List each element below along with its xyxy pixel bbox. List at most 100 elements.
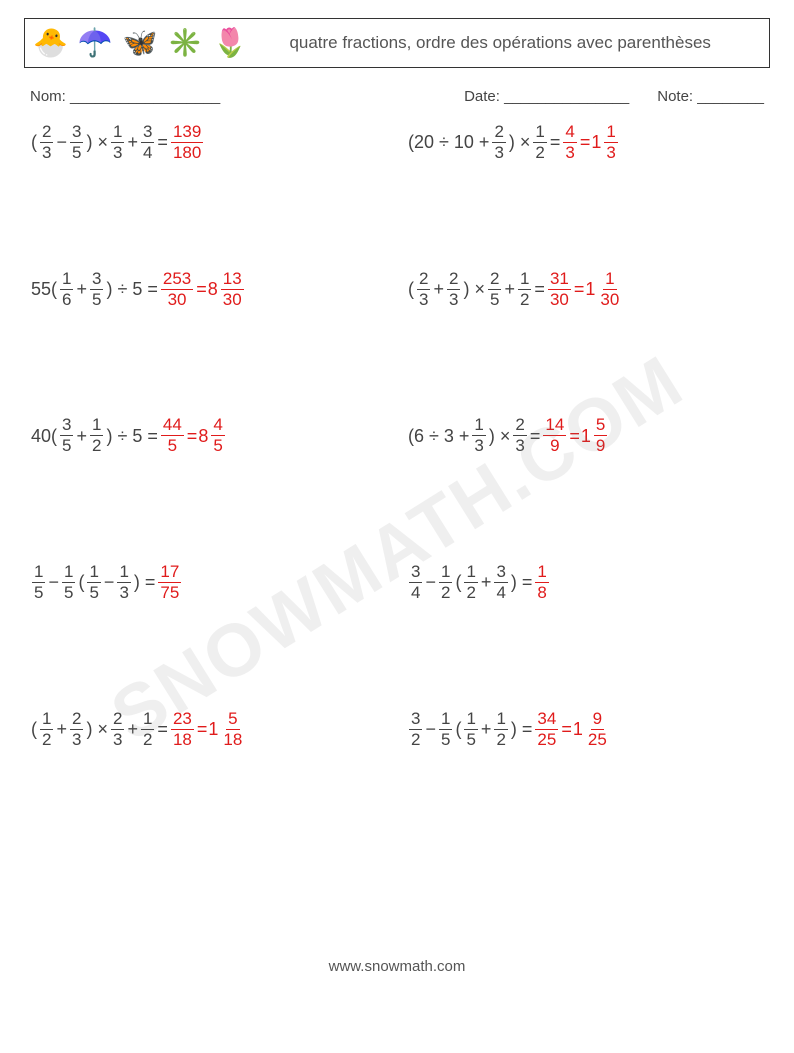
fraction-denominator: 6 [60,290,73,309]
fraction: 35 [88,270,105,309]
text-token: = [195,280,208,298]
flower1-icon: ✳️ [168,29,203,57]
meta-row: Nom: __________________ Date: __________… [30,88,764,105]
fraction: 23 [415,270,432,309]
fraction: 15 [30,563,47,602]
fraction-numerator: 13 [221,270,244,290]
fraction-denominator: 4 [141,143,154,162]
fraction-numerator: 14 [543,416,566,436]
fraction-numerator: 34 [535,710,558,730]
text-token: = [549,133,562,151]
text-token: ) ÷ 5 = [105,280,158,298]
fraction-numerator: 253 [161,270,193,290]
text-token: = [560,720,573,738]
fraction: 13 [109,123,126,162]
note-field: Note: ________ [657,88,764,105]
text-token: + [480,573,493,591]
fraction-numerator: 1 [604,123,617,143]
text-token: ) = [510,573,534,591]
fraction-numerator: 3 [141,123,154,143]
fraction: 3425 [533,710,560,749]
mixed-number: 81330 [208,270,246,309]
fraction: 13 [115,563,132,602]
fraction-denominator: 3 [117,583,130,602]
fraction: 16 [58,270,75,309]
fraction-denominator: 2 [533,143,546,162]
fraction-numerator: 4 [211,416,224,436]
fraction: 1775 [156,563,183,602]
fraction-numerator: 1 [494,710,507,730]
fraction: 35 [58,416,75,455]
fraction-numerator: 1 [464,710,477,730]
fraction: 445 [159,416,186,455]
fraction-numerator: 2 [492,123,505,143]
fraction: 13 [470,416,487,455]
fraction-numerator: 2 [513,416,526,436]
expression: 40(35 + 12) ÷ 5 = 445 = 845 [30,416,387,455]
fraction-denominator: 3 [111,143,124,162]
fraction-denominator: 25 [535,730,558,749]
fraction-denominator: 30 [221,290,244,309]
mixed-number: 1518 [208,710,246,749]
fraction-denominator: 3 [70,730,83,749]
fraction-numerator: 1 [439,563,452,583]
text-token: = [156,133,169,151]
fraction-numerator: 3 [70,123,83,143]
fraction-numerator: 2 [111,710,124,730]
fraction-numerator: 1 [533,123,546,143]
text-token: + [480,720,493,738]
fraction: 1330 [219,270,246,309]
mixed-whole: 1 [581,427,592,445]
name-field: Nom: __________________ [30,88,220,105]
fraction: 18 [533,563,550,602]
text-token: ) ÷ 5 = [105,427,158,445]
fraction: 25330 [159,270,195,309]
text-token: ) = [133,573,157,591]
text-token: ) × [85,133,109,151]
fraction-denominator: 5 [62,583,75,602]
umbrella-icon: ☂️ [78,29,113,57]
fraction: 130 [596,270,623,309]
text-token: ( [30,133,38,151]
fraction-denominator: 5 [90,290,103,309]
fraction-numerator: 1 [518,270,531,290]
text-token: = [196,720,209,738]
fraction: 12 [531,123,548,162]
text-token: ( [30,720,38,738]
fraction-numerator: 1 [62,563,75,583]
text-token: ( [454,573,462,591]
fraction-numerator: 1 [40,710,53,730]
date-field: Date: _______________ [464,88,629,105]
text-token: ) × [508,133,532,151]
text-token: (6 ÷ 3 + [407,427,470,445]
fraction-numerator: 1 [117,563,130,583]
fraction-numerator: 139 [171,123,203,143]
header-icons: 🐣 ☂️ 🦋 ✳️ 🌷 [33,29,247,57]
fraction-denominator: 2 [141,730,154,749]
fraction-denominator: 3 [513,436,526,455]
text-token: ( [407,280,415,298]
fraction-numerator: 5 [226,710,239,730]
fraction-denominator: 18 [171,730,194,749]
fraction: 23 [38,123,55,162]
fraction: 12 [516,270,533,309]
fraction: 59 [592,416,609,455]
fraction-numerator: 1 [32,563,45,583]
fraction-numerator: 1 [535,563,548,583]
text-token: + [126,133,139,151]
flower2-icon: 🌷 [213,29,248,57]
fraction-numerator: 1 [141,710,154,730]
fraction-denominator: 3 [563,143,576,162]
fraction: 23 [445,270,462,309]
fraction-denominator: 2 [464,583,477,602]
fraction: 12 [139,710,156,749]
expression: (6 ÷ 3 + 13) × 23 = 149 = 159 [407,416,764,455]
text-token: − [424,573,437,591]
mixed-number: 159 [581,416,609,455]
text-token: = [579,133,592,151]
fraction-denominator: 2 [90,436,103,455]
fraction-numerator: 5 [594,416,607,436]
text-token: − [103,573,116,591]
fraction-denominator: 2 [439,583,452,602]
fraction: 2318 [169,710,196,749]
